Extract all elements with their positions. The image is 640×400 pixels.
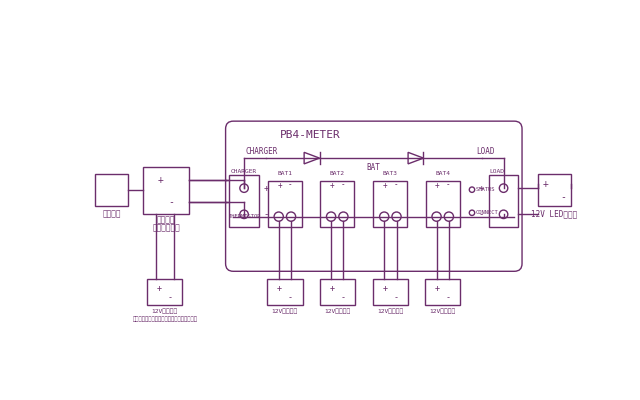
Text: -: - xyxy=(263,210,269,219)
Text: コントローラ: コントローラ xyxy=(152,223,180,232)
Text: +: + xyxy=(330,284,334,293)
Text: 12V鱉蓄電池: 12V鱉蓄電池 xyxy=(377,308,403,314)
Bar xyxy=(425,279,460,305)
Text: STATUS: STATUS xyxy=(476,187,495,192)
Text: -: - xyxy=(560,192,566,202)
Bar xyxy=(143,167,189,214)
Text: -: - xyxy=(340,180,345,190)
Text: -: - xyxy=(288,180,292,190)
Text: -: - xyxy=(288,293,292,302)
Text: +: + xyxy=(277,284,282,293)
Text: -: - xyxy=(479,210,484,219)
Bar xyxy=(95,174,128,206)
Text: BAT3: BAT3 xyxy=(383,171,398,176)
Text: CHARGER: CHARGER xyxy=(246,148,278,156)
Text: +: + xyxy=(543,179,549,189)
Text: -: - xyxy=(168,197,174,207)
Bar xyxy=(372,279,408,305)
Bar xyxy=(489,175,518,228)
Bar xyxy=(320,181,354,228)
Text: +: + xyxy=(263,184,269,193)
Bar xyxy=(147,279,182,305)
Text: 12V LEDライト: 12V LEDライト xyxy=(531,209,577,218)
Text: CHARGER: CHARGER xyxy=(230,169,257,174)
Text: +: + xyxy=(479,184,484,193)
Text: BAT1: BAT1 xyxy=(277,171,292,176)
Text: -: - xyxy=(446,180,451,190)
Text: BAT4: BAT4 xyxy=(435,171,450,176)
Text: LOAD: LOAD xyxy=(490,169,505,174)
Text: -: - xyxy=(340,293,345,302)
Bar xyxy=(268,181,302,228)
Text: -: - xyxy=(445,293,451,302)
Text: BAT2: BAT2 xyxy=(330,171,345,176)
Text: +: + xyxy=(277,180,282,190)
Text: -: - xyxy=(394,180,398,190)
Text: BAT: BAT xyxy=(367,163,380,172)
Text: +: + xyxy=(435,284,440,293)
Text: +: + xyxy=(383,284,387,293)
Text: 12V鱉蓄電池: 12V鱉蓄電池 xyxy=(152,308,178,314)
Text: +: + xyxy=(157,284,162,293)
Text: 12V鱉蓄電池: 12V鱉蓄電池 xyxy=(324,308,350,314)
Text: -: - xyxy=(393,293,398,302)
Text: LOAD: LOAD xyxy=(477,148,495,156)
Text: CONNECT: CONNECT xyxy=(476,210,499,215)
Text: +: + xyxy=(435,180,440,190)
Text: +: + xyxy=(383,180,387,190)
Bar xyxy=(373,181,407,228)
Text: PB4-METER: PB4-METER xyxy=(280,130,340,140)
Text: 太陽電池: 太陽電池 xyxy=(102,209,121,218)
Text: THERMISTOR: THERMISTOR xyxy=(229,214,262,219)
Text: （コントローラ駆動用が電源が必要な場合）: （コントローラ駆動用が電源が必要な場合） xyxy=(132,316,197,322)
Text: +: + xyxy=(330,180,334,190)
Text: -: - xyxy=(168,293,173,302)
Text: +: + xyxy=(157,176,163,186)
Bar xyxy=(538,174,570,206)
Text: 12V鱉蓄電池: 12V鱉蓄電池 xyxy=(272,308,298,314)
Bar xyxy=(426,181,460,228)
Bar xyxy=(319,279,355,305)
Text: 太陽電池: 太陽電池 xyxy=(157,215,175,224)
Text: 12V鱉蓄電池: 12V鱉蓄電池 xyxy=(429,308,456,314)
Bar xyxy=(230,175,259,228)
Bar xyxy=(267,279,303,305)
